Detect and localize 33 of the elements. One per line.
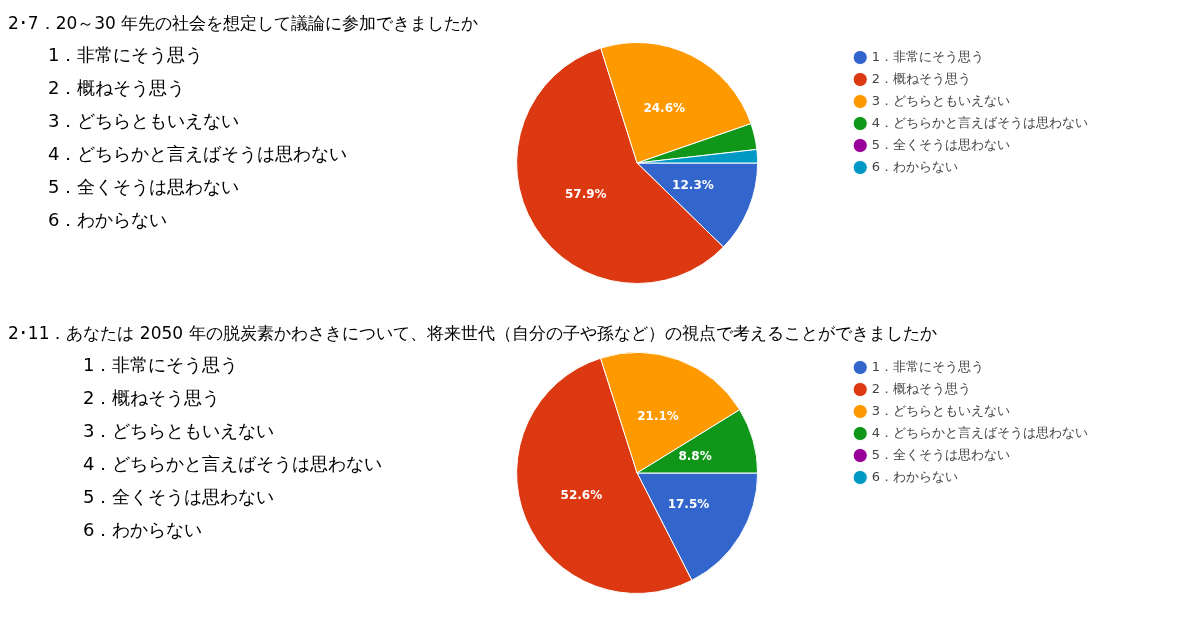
text: 2．概ねそう思う	[83, 386, 222, 410]
data-label: 8.8%	[678, 448, 712, 463]
legend-label: 5．全くそうは思わない	[871, 136, 1011, 152]
legend-label: 6．わからない	[871, 158, 959, 174]
text: 3．どちらともいえない	[48, 109, 241, 133]
text: 6．わからない	[83, 518, 204, 542]
legend-label: 2．概ねそう思う	[871, 70, 972, 86]
legend-label: 5．全くそうは思わない	[871, 446, 1011, 462]
text: 5．全くそうは思わない	[48, 175, 241, 199]
text: 2．概ねそう思う	[48, 76, 187, 100]
legend-label: 3．どちらともいえない	[871, 402, 1011, 418]
text: 6．わからない	[48, 208, 169, 232]
data-label: 24.6%	[643, 101, 686, 116]
text: 1．非常にそう思う	[48, 43, 205, 67]
chart-title: 2･11．あなたは 2050 年の脱炭素かわさきについて、将来世代（自分の子や孫など）の視点で考えることができましたか	[8, 322, 938, 345]
text: 1．非常にそう思う	[83, 353, 240, 377]
legend-label: 4．どちらかと言えばそうは思わない	[871, 114, 1089, 130]
data-label: 21.1%	[637, 408, 679, 423]
legend-label: 1．非常にそう思う	[871, 358, 985, 374]
legend-label: 2．概ねそう思う	[871, 380, 972, 396]
data-label: 17.5%	[667, 496, 710, 511]
data-label: 12.3%	[672, 177, 714, 192]
legend-label: 3．どちらともいえない	[871, 92, 1011, 108]
text: 5．全くそうは思わない	[83, 485, 276, 509]
text: 4．どちらかと言えばそうは思わない	[83, 452, 384, 476]
legend-label: 6．わからない	[871, 468, 959, 484]
legend-label: 4．どちらかと言えばそうは思わない	[871, 424, 1089, 440]
data-label: 57.9%	[565, 186, 607, 201]
legend-label: 1．非常にそう思う	[871, 48, 985, 64]
text: 4．どちらかと言えばそうは思わない	[48, 142, 349, 166]
data-label: 52.6%	[560, 488, 603, 503]
text: 2･7．20～30 年先の社会を想定して議論に参加できましたか	[8, 12, 480, 35]
text: 3．どちらともいえない	[83, 419, 276, 443]
